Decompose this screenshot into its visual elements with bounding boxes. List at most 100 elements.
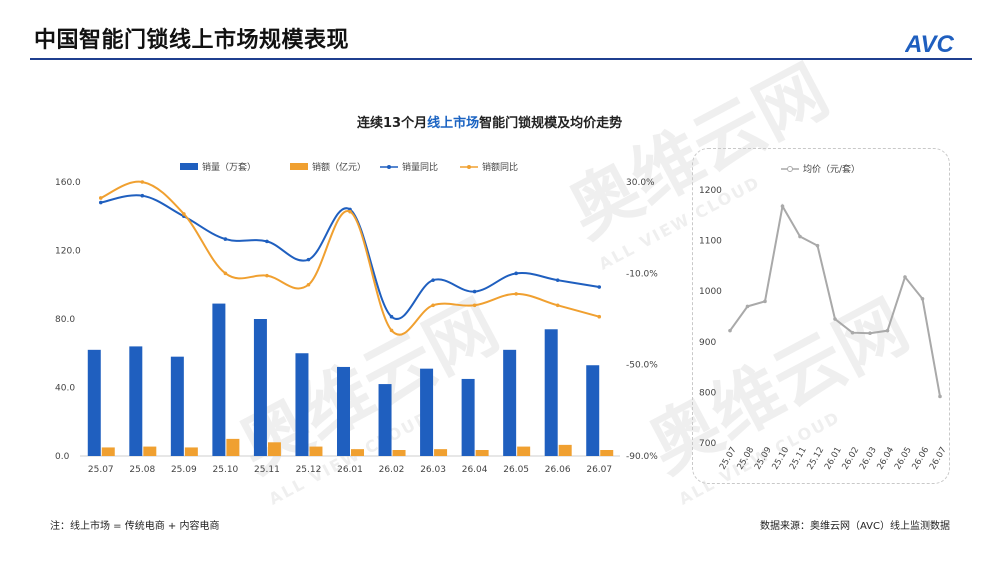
volume-bar bbox=[129, 346, 143, 456]
x-tick-label: 25.11 bbox=[254, 465, 280, 475]
x-tick-label: 25.12 bbox=[296, 465, 322, 475]
amount-bar bbox=[143, 446, 157, 456]
volume-bar bbox=[503, 349, 517, 456]
x-tick-label: 26.04 bbox=[462, 465, 488, 475]
avg-price-point bbox=[833, 317, 837, 321]
amount-yoy-point bbox=[348, 209, 352, 214]
legend-swatch bbox=[290, 163, 308, 170]
amount-bar bbox=[475, 450, 489, 456]
legend-label: 销额（亿元） bbox=[312, 161, 366, 173]
amount-yoy-point bbox=[514, 292, 518, 296]
x-tick-label: 26.06 bbox=[545, 465, 571, 475]
amount-yoy-point bbox=[389, 328, 394, 333]
volume-yoy-point bbox=[555, 278, 560, 282]
amount-bar bbox=[434, 449, 448, 456]
left-axis-tick: 40.0 bbox=[55, 384, 75, 394]
amount-bar bbox=[392, 450, 406, 456]
price-legend-marker bbox=[787, 166, 793, 172]
x-tick-label: 26.07 bbox=[586, 465, 612, 475]
left-axis-tick: 160.0 bbox=[55, 178, 81, 188]
amount-bar bbox=[558, 444, 572, 456]
x-tick-label: 25.07 bbox=[88, 465, 114, 475]
amount-bar bbox=[184, 447, 198, 456]
amount-yoy-point bbox=[223, 271, 228, 276]
left-axis-tick: 120.0 bbox=[55, 247, 81, 257]
amount-yoy-point bbox=[98, 196, 103, 200]
legend-marker bbox=[387, 165, 391, 169]
x-tick-label: 26.03 bbox=[420, 465, 446, 475]
price-axis-tick: 700 bbox=[699, 439, 716, 449]
x-tick-label: 25.10 bbox=[213, 465, 239, 475]
x-tick-label: 26.02 bbox=[379, 465, 405, 475]
volume-bar bbox=[378, 384, 392, 456]
right-axis-tick: -90.0% bbox=[626, 452, 658, 462]
avg-price-point bbox=[868, 331, 872, 335]
amount-yoy-point bbox=[472, 303, 477, 308]
data-source: 数据来源：奥维云网（AVC）线上监测数据 bbox=[759, 521, 950, 532]
avg-price-point bbox=[745, 304, 750, 309]
amount-yoy-line bbox=[100, 180, 600, 336]
volume-yoy-point bbox=[472, 289, 477, 294]
volume-yoy-point bbox=[265, 239, 269, 244]
volume-yoy-point bbox=[389, 314, 394, 319]
volume-bar bbox=[337, 366, 350, 456]
avg-price-point bbox=[815, 243, 820, 248]
x-tick-label: 25.08 bbox=[129, 465, 155, 475]
volume-yoy-line bbox=[100, 194, 600, 320]
volume-yoy-point bbox=[98, 200, 103, 205]
legend-swatch bbox=[180, 163, 198, 170]
avg-price-point bbox=[938, 394, 942, 399]
amount-yoy-point bbox=[182, 212, 186, 216]
price-axis-tick: 1000 bbox=[699, 287, 722, 297]
amount-bar bbox=[226, 438, 240, 456]
volume-yoy-point bbox=[223, 237, 228, 241]
volume-bar bbox=[544, 329, 558, 456]
volume-bar bbox=[253, 319, 267, 456]
volume-yoy-point bbox=[597, 285, 602, 289]
amount-yoy-point bbox=[555, 303, 560, 308]
right-axis-tick: -10.0% bbox=[626, 269, 658, 279]
avg-price-line bbox=[729, 203, 941, 397]
volume-yoy-point bbox=[140, 193, 145, 198]
amount-bar bbox=[351, 449, 364, 456]
avg-price-point bbox=[798, 234, 802, 239]
price-axis-tick: 1100 bbox=[699, 237, 722, 247]
volume-bar bbox=[212, 303, 226, 456]
price-axis-tick: 1200 bbox=[699, 186, 722, 196]
volume-bar bbox=[295, 353, 309, 456]
right-axis-tick: 30.0% bbox=[626, 178, 655, 188]
price-x-tick-label: 26.07 bbox=[928, 445, 949, 471]
avg-price-point bbox=[763, 299, 767, 304]
amount-bar bbox=[517, 446, 531, 456]
chart-title: 连续13个月线上市场智能门锁规模及均价走势 bbox=[357, 116, 623, 131]
left-axis-tick: 0.0 bbox=[55, 452, 70, 462]
avg-price-point bbox=[780, 204, 785, 208]
price-legend-label: 均价（元/套） bbox=[803, 163, 860, 175]
volume-bar bbox=[170, 356, 184, 456]
logo-text: AVC bbox=[905, 31, 955, 56]
amount-bar bbox=[600, 450, 614, 456]
legend-label: 销量（万套） bbox=[202, 161, 256, 173]
avg-price-point bbox=[903, 275, 907, 279]
left-axis-tick: 80.0 bbox=[55, 315, 75, 325]
avg-price-point bbox=[850, 330, 855, 335]
amount-yoy-point bbox=[265, 273, 269, 278]
amount-yoy-point bbox=[431, 303, 435, 308]
x-tick-label: 26.05 bbox=[503, 465, 529, 475]
volume-bar bbox=[461, 378, 475, 456]
header-divider bbox=[30, 58, 972, 60]
page-title: 中国智能门锁线上市场规模表现 bbox=[34, 28, 350, 53]
amount-yoy-point bbox=[140, 180, 145, 184]
volume-yoy-point bbox=[514, 271, 518, 276]
legend-label: 销量同比 bbox=[402, 161, 438, 173]
footnote: 注：线上市场 = 传统电商 + 内容电商 bbox=[50, 521, 220, 532]
avg-price-point bbox=[728, 328, 732, 333]
amount-yoy-point bbox=[597, 314, 602, 319]
x-tick-label: 25.09 bbox=[171, 465, 197, 475]
avg-price-point bbox=[920, 296, 925, 301]
volume-bar bbox=[586, 365, 600, 456]
amount-bar bbox=[267, 442, 281, 456]
amount-bar bbox=[309, 446, 323, 456]
x-tick-label: 26.01 bbox=[337, 465, 363, 475]
